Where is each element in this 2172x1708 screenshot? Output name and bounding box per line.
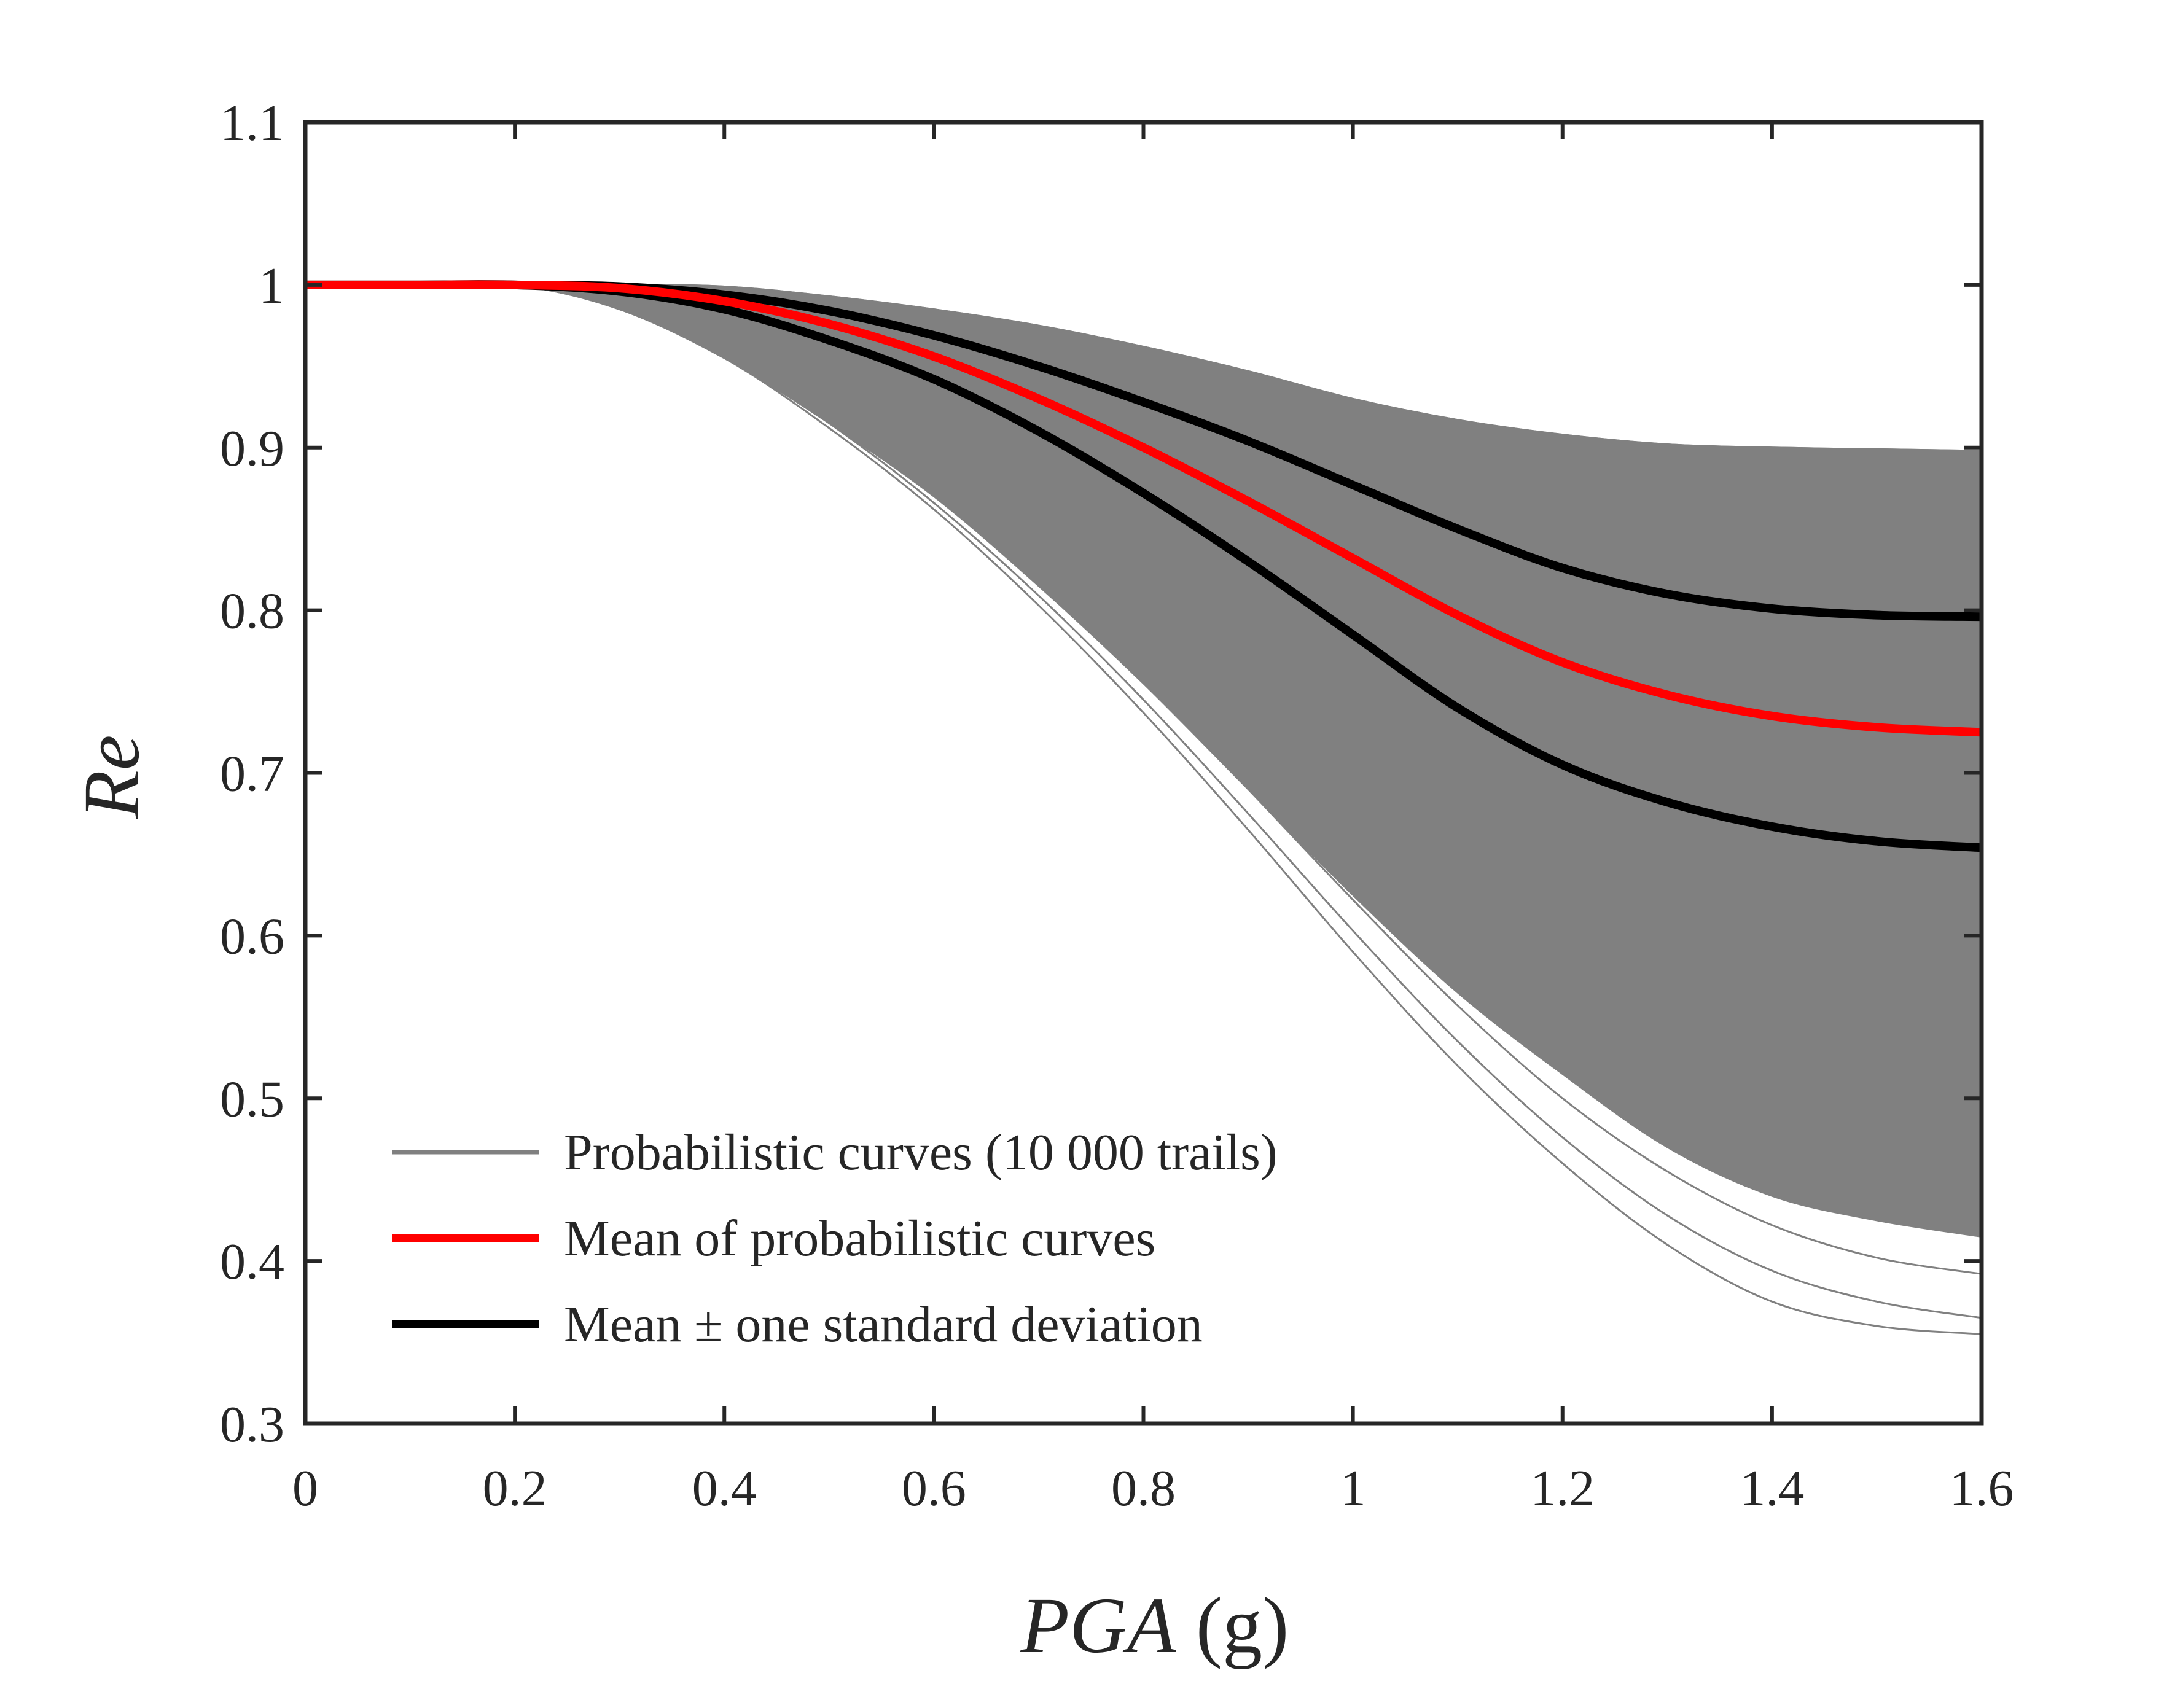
y-tick-label: 0.5: [220, 1070, 284, 1128]
y-axis-title: Re: [68, 735, 156, 819]
legend-item-mean-label: Mean of probabilistic curves: [564, 1210, 1155, 1267]
legend: Probabilistic curves (10 000 trails) Mean…: [392, 1124, 1278, 1353]
probabilistic-curve-3: [305, 282, 1982, 1275]
y-tick-label: 0.9: [220, 420, 284, 477]
x-tick-label: 0: [292, 1460, 318, 1517]
x-axis-unit: (g): [1176, 1581, 1289, 1670]
legend-item-std-label: Mean ± one standard deviation: [564, 1296, 1203, 1353]
plot-series: [305, 280, 1982, 1335]
x-tick-label: 1: [1340, 1460, 1366, 1517]
y-tick-label: 1: [259, 257, 284, 314]
probabilistic-curve-5: [305, 283, 1982, 1107]
x-tick-label: 1.2: [1530, 1460, 1595, 1517]
y-tick-label: 1.1: [220, 95, 284, 152]
mean-line: [305, 280, 1982, 737]
probabilistic-curve-4: [305, 283, 1982, 1222]
plot-area: [305, 280, 1982, 1335]
y-tick-label: 0.7: [220, 746, 284, 803]
x-tick-label: 1.4: [1740, 1460, 1804, 1517]
x-axis-title: PGA: [1020, 1581, 1176, 1670]
x-tick-label: 0.2: [483, 1460, 547, 1517]
x-axis-title-group: PGA (g): [1020, 1581, 1289, 1670]
y-tick-label: 0.4: [220, 1233, 284, 1290]
x-tick-label: 0.8: [1111, 1460, 1176, 1517]
probabilistic-curve-2: [305, 282, 1982, 1319]
x-tick-label: 0.6: [902, 1460, 966, 1517]
x-tick-label: 1.6: [1950, 1460, 2014, 1517]
probabilistic-curve-1: [305, 282, 1982, 1335]
y-tick-label: 0.6: [220, 908, 284, 965]
y-tick-label: 0.3: [220, 1396, 284, 1453]
x-tick-label: 0.4: [692, 1460, 757, 1517]
legend-item-probabilistic-label: Probabilistic curves (10 000 trails): [564, 1124, 1278, 1181]
axes: 0 0.2 0.4 0.6 0.8 1 1.2 1.4 1.6 0.3 0.4 0.5 0.6 0.7 0.…: [220, 95, 2014, 1517]
y-tick-label: 0.8: [220, 583, 284, 640]
